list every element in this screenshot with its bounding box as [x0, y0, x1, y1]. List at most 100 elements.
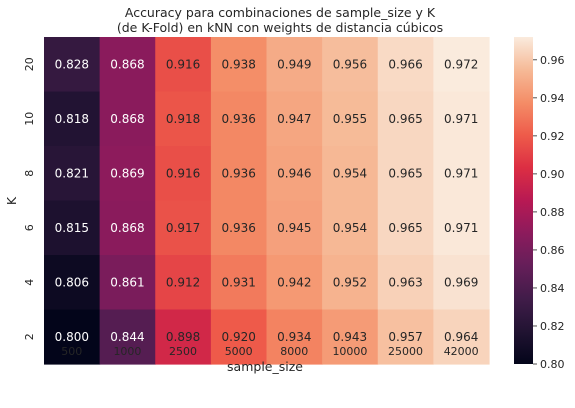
x-tick-labels: 500 1000 2500 5000 8000 10000 25000 42000 [61, 345, 478, 358]
cell-value-label: 0.920 [222, 330, 256, 344]
heatmap-cell [210, 255, 268, 311]
cell-value-label: 0.954 [333, 221, 367, 235]
heatmap-cell [322, 146, 379, 202]
heatmap-cell [44, 146, 101, 202]
heatmap-cell [99, 146, 156, 202]
cell-value-label: 0.868 [110, 112, 144, 126]
colorbar-tick-label: 0.90 [540, 168, 565, 181]
cell-value-label: 0.934 [277, 330, 311, 344]
colorbar-tick-label: 0.84 [540, 282, 565, 295]
heatmap-cell [377, 146, 434, 202]
y-tick-labels: 20 10 8 6 4 2 [23, 57, 36, 340]
heatmap-cell [44, 200, 101, 256]
x-tick-label: 2500 [169, 345, 197, 358]
heatmap-cell [433, 200, 490, 256]
heatmap-cell [44, 309, 101, 365]
cell-value-label: 0.821 [55, 166, 89, 180]
heatmap-cell [266, 37, 323, 93]
heatmap-cell [377, 255, 434, 311]
heatmap-cell [99, 91, 156, 147]
heatmap-cell [210, 309, 268, 365]
heatmap-cell [377, 37, 434, 93]
cell-value-label: 0.965 [388, 112, 422, 126]
cell-value-label: 0.936 [222, 221, 256, 235]
cell-value-label: 0.844 [110, 330, 144, 344]
heatmap-cell [99, 309, 156, 365]
colorbar-tick-label: 0.94 [540, 92, 565, 105]
heatmap-cell [210, 200, 268, 256]
heatmap-cell [433, 146, 490, 202]
x-tick-label: 5000 [225, 345, 253, 358]
heatmap-cell [44, 91, 101, 147]
cell-value-label: 0.938 [222, 57, 256, 71]
cell-value-label: 0.912 [166, 275, 200, 289]
cell-value-label: 0.965 [388, 221, 422, 235]
heatmap-cell [155, 146, 212, 202]
cell-value-label: 0.972 [444, 57, 478, 71]
x-tick-label: 25000 [388, 345, 423, 358]
heatmap-cell [266, 309, 323, 365]
heatmap-cell [433, 91, 490, 147]
x-tick-label: 8000 [280, 345, 308, 358]
cell-value-label: 0.916 [166, 57, 200, 71]
x-tick-label: 1000 [113, 345, 141, 358]
heatmap-cells: 0.828 0.868 0.916 0.938 0.949 0.956 0.966 0.972… [44, 37, 490, 365]
heatmap-cell [322, 91, 379, 147]
colorbar-tick-label: 0.80 [540, 358, 565, 371]
heatmap-cell [377, 91, 434, 147]
colorbar-tick-label: 0.92 [540, 130, 565, 143]
heatmap-cell [44, 37, 101, 93]
x-tick-label: 10000 [332, 345, 367, 358]
cell-value-label: 0.945 [277, 221, 311, 235]
heatmap-cell [266, 200, 323, 256]
y-tick-label: 10 [23, 112, 36, 126]
heatmap-cell [210, 37, 268, 93]
cell-value-label: 0.868 [110, 57, 144, 71]
cell-value-label: 0.861 [110, 275, 144, 289]
x-tick-label: 42000 [444, 345, 479, 358]
heatmap-cell [377, 309, 434, 365]
colorbar-tick-label: 0.88 [540, 206, 565, 219]
cell-value-label: 0.969 [444, 275, 478, 289]
x-axis-label: sample_size [227, 359, 303, 374]
heatmap-cell [99, 200, 156, 256]
cell-value-label: 0.957 [388, 330, 422, 344]
cell-value-label: 0.918 [166, 112, 200, 126]
cell-value-label: 0.965 [388, 166, 422, 180]
y-tick-label: 4 [23, 279, 36, 286]
heatmap-cell [155, 91, 212, 147]
heatmap-cell [155, 37, 212, 93]
cell-value-label: 0.963 [388, 275, 422, 289]
heatmap-cell [155, 309, 212, 365]
cell-value-label: 0.931 [222, 275, 256, 289]
cell-value-label: 0.971 [444, 112, 478, 126]
heatmap-cell [322, 255, 379, 311]
cell-value-label: 0.952 [333, 275, 367, 289]
cell-value-label: 0.942 [277, 275, 311, 289]
heatmap-cell [322, 200, 379, 256]
cell-value-label: 0.943 [333, 330, 367, 344]
colorbar-tick-label: 0.82 [540, 320, 565, 333]
cell-value-label: 0.800 [55, 330, 89, 344]
cell-value-label: 0.946 [277, 166, 311, 180]
cell-value-label: 0.815 [55, 221, 89, 235]
heatmap-cell [155, 255, 212, 311]
heatmap-cell [210, 146, 268, 202]
y-tick-label: 6 [23, 224, 36, 231]
cell-value-label: 0.917 [166, 221, 200, 235]
y-tick-label: 2 [23, 333, 36, 340]
heatmap-cell [377, 200, 434, 256]
cell-value-label: 0.956 [333, 57, 367, 71]
heatmap-cell [322, 309, 379, 365]
colorbar-tick-label: 0.96 [540, 54, 565, 67]
cell-value-label: 0.936 [222, 166, 256, 180]
colorbar [514, 37, 533, 364]
heatmap-cell [210, 91, 268, 147]
heatmap-cell [433, 37, 490, 93]
cell-value-label: 0.949 [277, 57, 311, 71]
y-axis-label: K [4, 196, 19, 205]
cell-value-label: 0.898 [166, 330, 200, 344]
cell-value-label: 0.869 [110, 166, 144, 180]
cell-value-label: 0.916 [166, 166, 200, 180]
